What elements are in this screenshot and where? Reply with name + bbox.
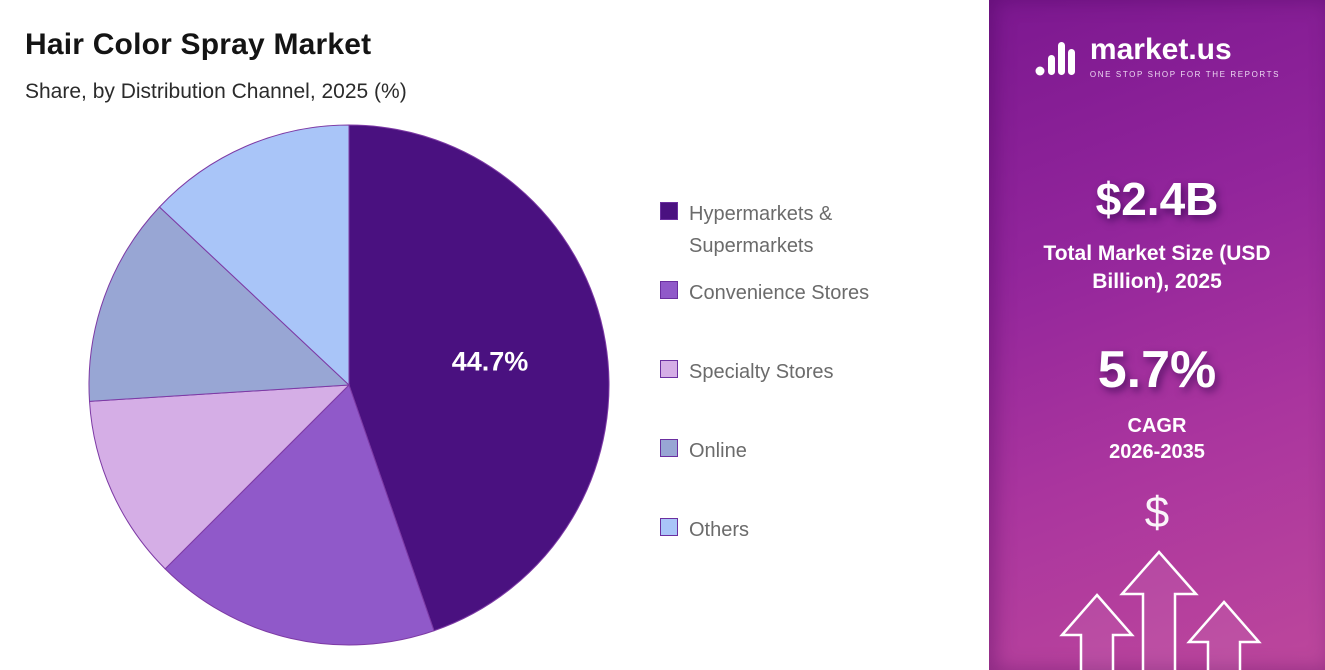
info-sidebar: market.us ONE STOP SHOP FOR THE REPORTS … xyxy=(989,0,1325,670)
chart-legend: Hypermarkets & Supermarkets Convenience S… xyxy=(660,198,919,593)
cagr-label-line1: CAGR xyxy=(1127,415,1187,437)
pie-slice-4 xyxy=(158,124,350,387)
legend-swatch xyxy=(660,360,678,378)
logo-tagline: ONE STOP SHOP FOR THE REPORTS xyxy=(1089,70,1281,79)
legend-item: Hypermarkets & Supermarkets xyxy=(660,198,919,277)
brand-logo: market.us ONE STOP SHOP FOR THE REPORTS xyxy=(989,34,1325,80)
pie-value-label: 44.7% xyxy=(452,346,529,376)
pie-slice-3 xyxy=(88,206,351,402)
logo-text-block: market.us ONE STOP SHOP FOR THE REPORTS xyxy=(1089,33,1281,80)
legend-label: Hypermarkets & Supermarkets xyxy=(689,203,833,257)
growth-arrows-icon xyxy=(1059,550,1262,670)
dollar-icon: $ xyxy=(1144,488,1170,537)
legend-swatch xyxy=(660,439,678,457)
legend-label: Online xyxy=(689,440,747,462)
pie-slice-0 xyxy=(348,124,610,632)
cagr-value: 5.7% xyxy=(1097,341,1217,399)
pie-slice-1 xyxy=(164,384,435,646)
legend-label: Others xyxy=(689,519,750,541)
cagr-label: CAGR 2026-2035 xyxy=(989,413,1325,465)
cagr-label-line2: 2026-2035 xyxy=(1109,441,1205,463)
marketus-logo-icon xyxy=(1035,42,1075,76)
legend-swatch xyxy=(660,518,678,536)
page-title: Hair Color Spray Market xyxy=(25,28,372,61)
pie-chart: 44.7% xyxy=(88,124,610,646)
legend-item: Convenience Stores xyxy=(660,277,919,356)
chart-panel: Hair Color Spray Market Share, by Distri… xyxy=(25,28,919,646)
legend-item: Others xyxy=(660,514,919,593)
legend-item: Specialty Stores xyxy=(660,356,919,435)
logo-name: market.us xyxy=(1089,33,1232,66)
market-size-label: Total Market Size (USD Billion), 2025 xyxy=(1043,242,1271,294)
page-subtitle: Share, by Distribution Channel, 2025 (%) xyxy=(25,80,407,103)
legend-label: Convenience Stores xyxy=(689,282,870,304)
legend-swatch xyxy=(660,202,678,220)
legend-label: Specialty Stores xyxy=(689,361,834,383)
legend-swatch xyxy=(660,281,678,299)
pie-slice-2 xyxy=(88,384,351,570)
market-size-value: $2.4B xyxy=(1095,173,1219,225)
legend-item: Online xyxy=(660,435,919,514)
